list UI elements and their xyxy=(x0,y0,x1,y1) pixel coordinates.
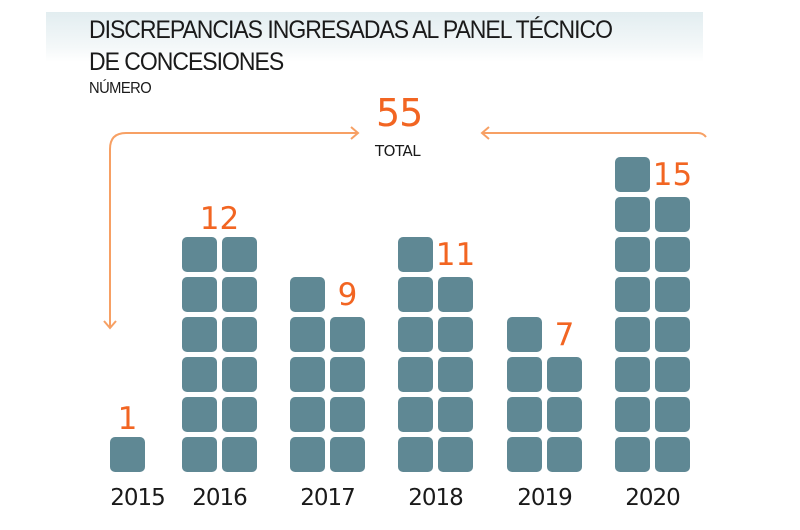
unit-block xyxy=(222,317,257,352)
unit-block xyxy=(438,357,473,392)
unit-block xyxy=(182,237,217,272)
unit-block xyxy=(615,197,650,232)
unit-block xyxy=(222,397,257,432)
unit-block xyxy=(547,397,582,432)
unit-block xyxy=(438,437,473,472)
header-band xyxy=(46,12,703,62)
unit-block xyxy=(222,357,257,392)
unit-block xyxy=(655,197,690,232)
unit-block xyxy=(507,317,542,352)
total-label: TOTAL xyxy=(375,142,421,160)
unit-block xyxy=(507,357,542,392)
x-tick-label-2018: 2018 xyxy=(408,485,463,511)
unit-block xyxy=(655,237,690,272)
unit-block xyxy=(507,397,542,432)
bar-group-2018 xyxy=(398,237,473,472)
unit-block xyxy=(290,317,325,352)
chart-title-line2: DE CONCESIONES xyxy=(89,48,284,76)
total-value: 55 xyxy=(376,91,423,135)
x-tick-label-2015: 2015 xyxy=(110,485,165,511)
unit-block xyxy=(330,397,365,432)
bar-group-2019 xyxy=(507,317,582,472)
value-label-2017: 9 xyxy=(338,277,358,313)
left-arrow-line xyxy=(109,132,358,328)
unit-block xyxy=(182,277,217,312)
unit-block xyxy=(615,357,650,392)
unit-block xyxy=(330,317,365,352)
unit-block xyxy=(655,317,690,352)
unit-block xyxy=(330,357,365,392)
chart-subtitle: NÚMERO xyxy=(89,80,152,97)
unit-block xyxy=(290,277,325,312)
unit-block xyxy=(290,437,325,472)
unit-block xyxy=(615,397,650,432)
bar-group-2020 xyxy=(615,157,690,472)
unit-block xyxy=(655,357,690,392)
unit-block xyxy=(330,437,365,472)
unit-block xyxy=(398,357,433,392)
right-arrow-head-left xyxy=(480,126,490,140)
unit-block xyxy=(398,437,433,472)
left-arrow-head-down xyxy=(103,320,117,330)
x-tick-label-2020: 2020 xyxy=(625,485,680,511)
unit-block xyxy=(438,277,473,312)
unit-block xyxy=(222,237,257,272)
x-tick-label-2017: 2017 xyxy=(300,485,355,511)
x-tick-label-2016: 2016 xyxy=(192,485,247,511)
x-tick-label-2019: 2019 xyxy=(517,485,572,511)
bar-group-2017 xyxy=(290,277,365,472)
bar-group-2015 xyxy=(110,437,145,472)
unit-block xyxy=(615,317,650,352)
chart-title-line1: DISCREPANCIAS INGRESADAS AL PANEL TÉCNIC… xyxy=(89,16,613,44)
unit-block xyxy=(438,317,473,352)
value-label-2016: 12 xyxy=(200,201,239,237)
unit-block xyxy=(615,157,650,192)
unit-block xyxy=(398,277,433,312)
left-arrow-head-right xyxy=(350,126,360,140)
unit-block xyxy=(398,237,433,272)
value-label-2018: 11 xyxy=(436,237,475,273)
unit-block xyxy=(182,437,217,472)
unit-block xyxy=(615,237,650,272)
unit-block xyxy=(547,357,582,392)
unit-block xyxy=(438,397,473,432)
unit-block xyxy=(507,437,542,472)
unit-block xyxy=(615,277,650,312)
unit-block xyxy=(182,397,217,432)
value-label-2019: 7 xyxy=(555,317,575,353)
right-arrow-line xyxy=(482,132,707,138)
unit-block xyxy=(290,397,325,432)
bar-group-2016 xyxy=(182,237,257,472)
unit-block xyxy=(615,437,650,472)
value-label-2020: 15 xyxy=(653,157,692,193)
unit-block xyxy=(182,317,217,352)
unit-block xyxy=(655,437,690,472)
unit-block xyxy=(182,357,217,392)
value-label-2015: 1 xyxy=(118,401,138,437)
unit-block xyxy=(290,357,325,392)
unit-block xyxy=(222,277,257,312)
unit-block xyxy=(222,437,257,472)
unit-block xyxy=(398,317,433,352)
unit-block xyxy=(110,437,145,472)
unit-block xyxy=(655,277,690,312)
unit-block xyxy=(547,437,582,472)
unit-block xyxy=(398,397,433,432)
unit-block xyxy=(655,397,690,432)
